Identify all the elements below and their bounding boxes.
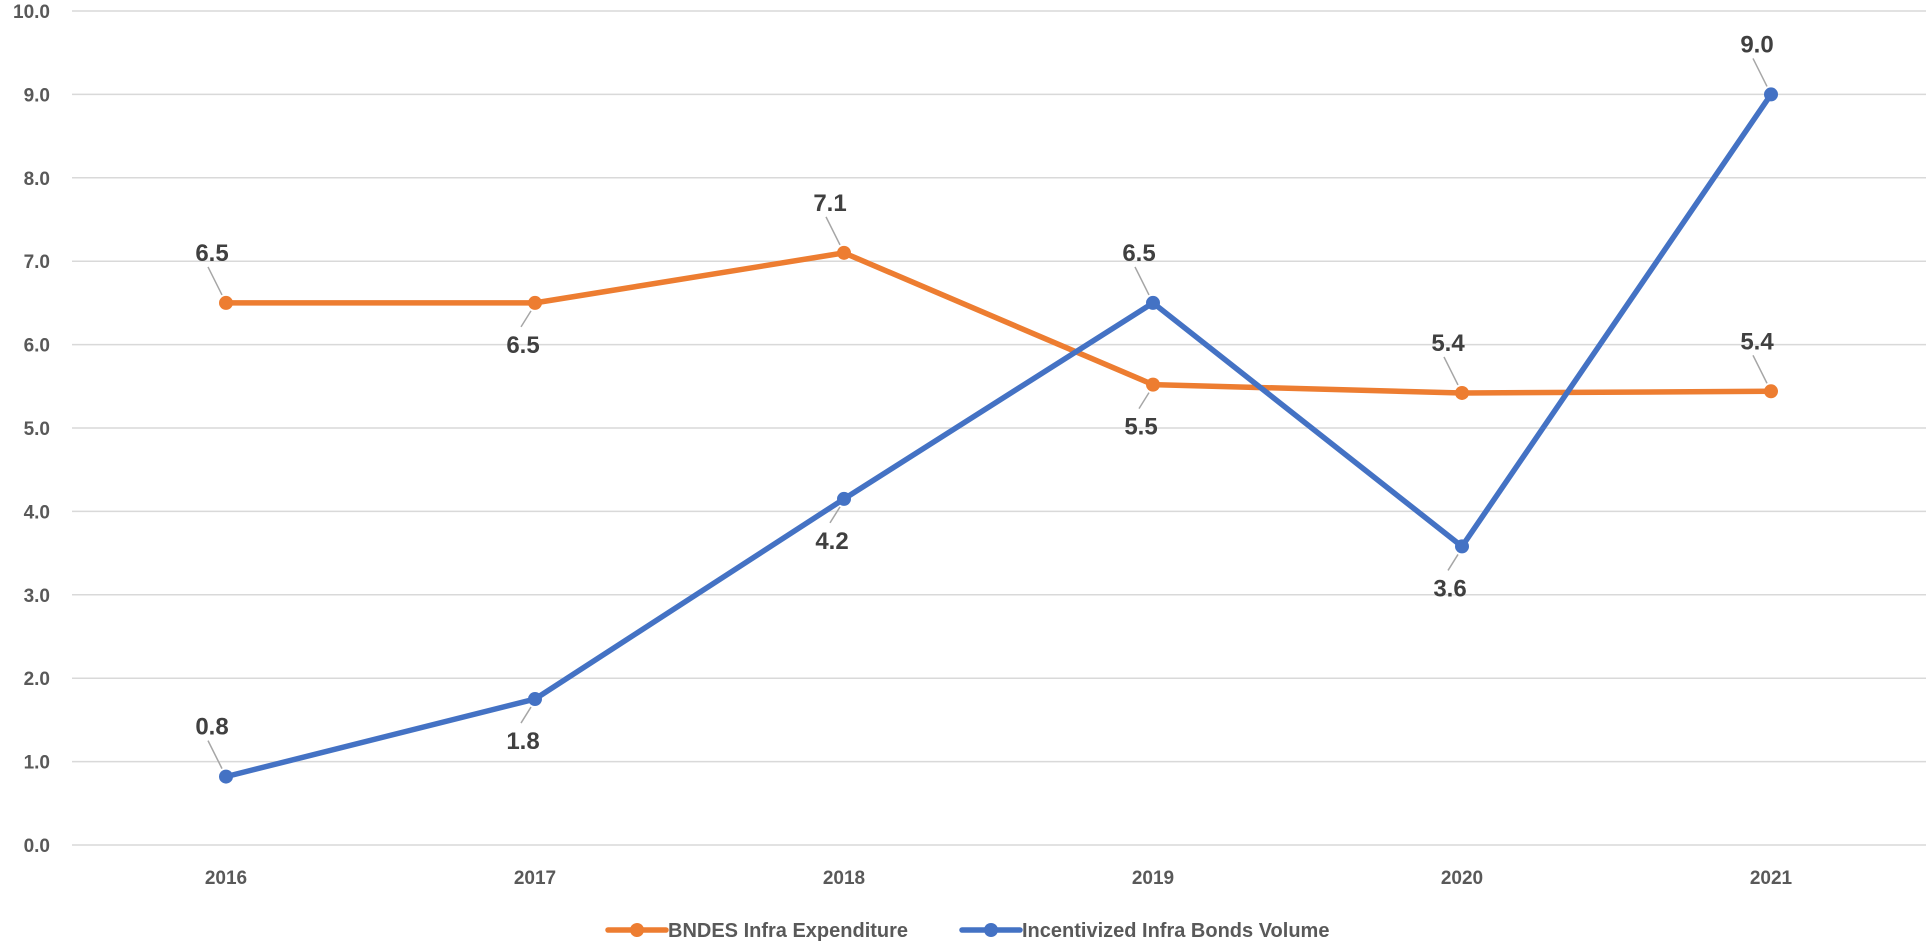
series-line bbox=[223, 250, 1774, 396]
y-axis-tick-labels: 0.0 1.0 2.0 3.0 4.0 5.0 6.0 7.0 8.0 9.0 10.0 bbox=[13, 2, 50, 857]
label-leader-line bbox=[1447, 554, 1459, 571]
data-point bbox=[528, 295, 542, 310]
series-lines bbox=[219, 87, 1778, 784]
data-point bbox=[1764, 384, 1778, 399]
label-leader-line bbox=[829, 506, 841, 524]
data-point bbox=[1764, 87, 1778, 102]
data-point bbox=[219, 295, 233, 310]
data-point bbox=[1146, 377, 1160, 392]
data-label: 4.2 bbox=[815, 528, 848, 555]
x-tick-label: 2018 bbox=[823, 868, 865, 889]
legend-item: BNDES Infra Expenditure bbox=[605, 920, 908, 942]
series-1 bbox=[219, 245, 1778, 400]
series-line bbox=[223, 91, 1774, 780]
x-tick-label: 2016 bbox=[205, 868, 247, 889]
y-tick-label: 0.0 bbox=[24, 836, 50, 857]
data-label: 5.4 bbox=[1740, 328, 1774, 355]
data-label: 5.5 bbox=[1124, 414, 1157, 441]
label-leader-line bbox=[207, 266, 223, 296]
label-leader-line bbox=[1138, 392, 1150, 410]
data-label: 6.5 bbox=[1122, 240, 1155, 267]
x-tick-label: 2021 bbox=[1750, 868, 1793, 889]
data-point bbox=[528, 692, 542, 707]
y-tick-label: 7.0 bbox=[24, 252, 50, 273]
data-label: 1.8 bbox=[506, 728, 539, 755]
label-leader-line bbox=[1443, 356, 1459, 386]
y-tick-label: 3.0 bbox=[24, 586, 50, 607]
legend-item: Incentivized Infra Bonds Volume bbox=[959, 920, 1329, 942]
data-point bbox=[1455, 385, 1469, 400]
label-leader-line bbox=[207, 740, 223, 769]
data-label: 3.6 bbox=[1433, 575, 1466, 602]
data-point bbox=[219, 769, 233, 784]
gridlines bbox=[72, 10, 1926, 846]
x-tick-label: 2020 bbox=[1441, 868, 1483, 889]
data-label: 6.5 bbox=[195, 240, 228, 267]
data-label: 0.8 bbox=[195, 714, 228, 741]
y-tick-label: 6.0 bbox=[24, 336, 50, 357]
data-label: 6.5 bbox=[506, 332, 539, 359]
data-labels: 6.5 6.5 7.1 5.5 5.4 5.4 0.8 1.8 4.2 6.5 3.6 9.0 bbox=[195, 31, 1774, 769]
data-label: 5.4 bbox=[1431, 330, 1465, 357]
data-point bbox=[1455, 539, 1469, 554]
series-2 bbox=[219, 87, 1778, 784]
data-label: 7.1 bbox=[813, 190, 846, 217]
legend-marker bbox=[630, 923, 644, 937]
label-leader-line bbox=[520, 310, 532, 328]
data-label: 9.0 bbox=[1740, 31, 1773, 58]
x-tick-label: 2019 bbox=[1132, 868, 1174, 889]
y-tick-label: 8.0 bbox=[24, 169, 50, 190]
legend-label: Incentivized Infra Bonds Volume bbox=[1022, 920, 1329, 942]
label-leader-line bbox=[1752, 58, 1768, 87]
data-point bbox=[1146, 295, 1160, 310]
x-axis-tick-labels: 2016 2017 2018 2019 2020 2021 bbox=[205, 868, 1793, 889]
y-tick-label: 4.0 bbox=[24, 502, 50, 523]
y-tick-label: 1.0 bbox=[24, 753, 50, 774]
data-point bbox=[837, 245, 851, 260]
y-tick-label: 2.0 bbox=[24, 669, 50, 690]
data-point bbox=[837, 491, 851, 506]
label-leader-line bbox=[825, 216, 841, 246]
label-leader-line bbox=[1752, 354, 1768, 384]
label-leader-line bbox=[1134, 266, 1150, 296]
legend-marker bbox=[984, 923, 998, 937]
legend-label: BNDES Infra Expenditure bbox=[668, 920, 908, 942]
legend: BNDES Infra Expenditure Incentivized Infr… bbox=[605, 920, 1329, 942]
y-tick-label: 9.0 bbox=[24, 85, 50, 106]
y-tick-label: 5.0 bbox=[24, 419, 50, 440]
x-tick-label: 2017 bbox=[514, 868, 556, 889]
label-leader-line bbox=[520, 706, 532, 724]
y-tick-label: 10.0 bbox=[13, 2, 50, 23]
